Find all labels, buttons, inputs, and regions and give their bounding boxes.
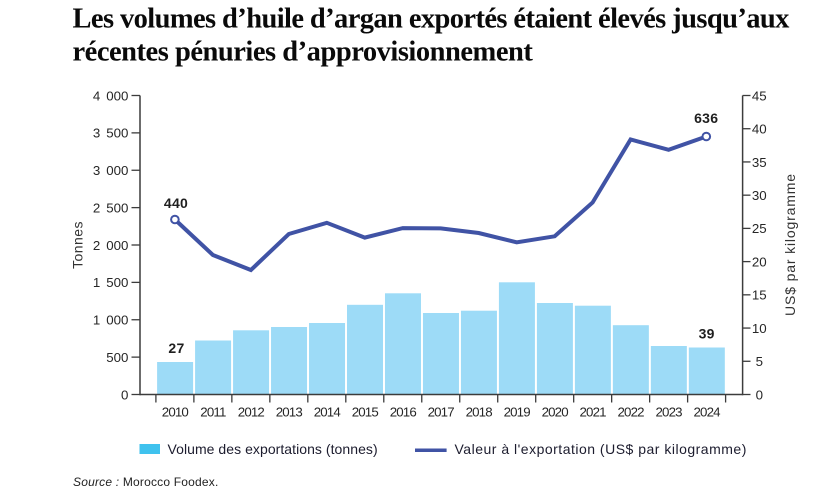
svg-text:40: 40 (752, 122, 767, 137)
svg-text:440: 440 (164, 195, 188, 211)
svg-text:2017: 2017 (428, 405, 455, 420)
svg-text:25: 25 (752, 221, 767, 236)
svg-text:30: 30 (752, 188, 767, 203)
svg-text:3 500: 3 500 (93, 126, 129, 141)
svg-text:10: 10 (752, 321, 767, 336)
svg-text:US$ par kilogramme: US$ par kilogramme (782, 173, 798, 316)
svg-text:Valeur à l'exportation (US$ pa: Valeur à l'exportation (US$ par kilogram… (455, 441, 747, 457)
svg-text:20: 20 (752, 254, 767, 269)
svg-text:2020: 2020 (542, 405, 569, 420)
svg-text:2019: 2019 (504, 405, 531, 420)
svg-text:2015: 2015 (352, 405, 379, 420)
svg-text:Volume des exportations (tonne: Volume des exportations (tonnes) (168, 441, 378, 457)
svg-text:2013: 2013 (276, 405, 303, 420)
svg-text:0: 0 (756, 387, 763, 402)
svg-text:2012: 2012 (238, 405, 265, 420)
svg-text:Tonnes: Tonnes (69, 221, 85, 269)
svg-text:636: 636 (694, 110, 718, 126)
svg-text:2018: 2018 (466, 405, 493, 420)
svg-text:5: 5 (756, 354, 763, 369)
svg-text:2011: 2011 (200, 405, 226, 420)
svg-text:1 000: 1 000 (93, 313, 129, 328)
svg-text:4 000: 4 000 (93, 88, 129, 103)
svg-text:1 500: 1 500 (93, 275, 129, 290)
svg-text:2016: 2016 (390, 405, 417, 420)
svg-text:2022: 2022 (618, 405, 645, 420)
svg-text:2 500: 2 500 (93, 200, 129, 215)
svg-text:3 000: 3 000 (93, 163, 129, 178)
svg-text:15: 15 (752, 288, 767, 303)
svg-text:2010: 2010 (162, 405, 189, 420)
svg-text:0: 0 (121, 387, 128, 402)
svg-text:500: 500 (106, 350, 128, 365)
svg-text:2021: 2021 (580, 405, 607, 420)
svg-text:27: 27 (168, 340, 184, 356)
svg-text:39: 39 (699, 326, 715, 342)
svg-text:35: 35 (752, 155, 767, 170)
svg-text:récentes pénuries d’approvisio: récentes pénuries d’approvisionnement (73, 36, 534, 67)
svg-text:Les volumes d’huile d’argan ex: Les volumes d’huile d’argan exportés éta… (73, 4, 791, 35)
svg-text:2 000: 2 000 (93, 238, 129, 253)
svg-text:2014: 2014 (314, 405, 341, 420)
svg-text:Source : Morocco Foodex.: Source : Morocco Foodex. (73, 475, 219, 489)
svg-text:2023: 2023 (656, 405, 683, 420)
svg-text:45: 45 (752, 88, 767, 103)
svg-text:2024: 2024 (694, 405, 721, 420)
